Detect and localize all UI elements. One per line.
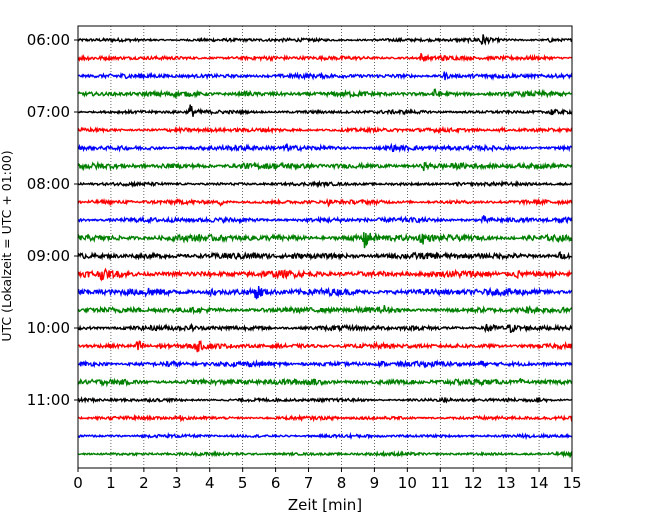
x-tick-label: 4 (205, 474, 215, 492)
trace-line (77, 179, 573, 189)
y-axis-label: UTC (Lokalzeit = UTC + 01:00) (0, 150, 14, 341)
trace-line (77, 322, 573, 334)
trace-line (77, 431, 573, 441)
x-tick-label: 10 (398, 474, 417, 492)
trace-line (77, 142, 573, 153)
x-tick-label: 9 (370, 474, 380, 492)
y-tick-label: 10:00 (27, 319, 70, 337)
trace-line (77, 104, 573, 117)
trace-line (77, 88, 573, 100)
trace-line (77, 267, 573, 282)
x-tick-label: 8 (337, 474, 347, 492)
x-tick-label: 6 (271, 474, 281, 492)
x-tick-label: 15 (562, 474, 581, 492)
x-tick-label: 5 (238, 474, 248, 492)
trace-line (77, 339, 573, 353)
y-tick-label: 11:00 (27, 391, 70, 409)
plot-frame (77, 25, 573, 469)
trace-line (77, 71, 573, 81)
x-tick-label: 14 (530, 474, 549, 492)
trace-line (77, 250, 573, 261)
trace-line (77, 34, 572, 46)
trace-line (77, 215, 573, 225)
trace-line (77, 377, 573, 388)
y-tick-label: 08:00 (27, 175, 70, 193)
x-tick-label: 7 (304, 474, 314, 492)
y-tick-label: 09:00 (27, 247, 70, 265)
seismogram-traces (77, 34, 573, 459)
trace-line (77, 197, 573, 208)
trace-line (77, 359, 573, 369)
trace-line (77, 160, 572, 172)
x-axis-label: Zeit [min] (288, 496, 362, 514)
trace-line (77, 125, 573, 135)
trace-line (77, 285, 573, 300)
x-tick-label: 2 (139, 474, 149, 492)
y-tick-label: 07:00 (27, 103, 70, 121)
plot-background (78, 26, 572, 468)
trace-line (77, 449, 573, 459)
trace-line (78, 304, 573, 316)
trace-line (77, 395, 573, 404)
x-tick-label: 13 (497, 474, 516, 492)
x-axis: 0 1 2 3 4 5 6 7 8 9 10 11 12 13 14 15 (73, 468, 582, 492)
x-tick-label: 3 (172, 474, 182, 492)
y-axis: 06:00 07:00 08:00 09:00 10:00 11:00 (27, 31, 78, 409)
trace-line (77, 413, 573, 423)
x-tick-label: 1 (106, 474, 116, 492)
trace-line (77, 53, 573, 63)
x-tick-label: 11 (431, 474, 450, 492)
trace-line (77, 231, 573, 249)
x-tick-label: 0 (73, 474, 83, 492)
x-tick-label: 12 (464, 474, 483, 492)
y-tick-label: 06:00 (27, 31, 70, 49)
